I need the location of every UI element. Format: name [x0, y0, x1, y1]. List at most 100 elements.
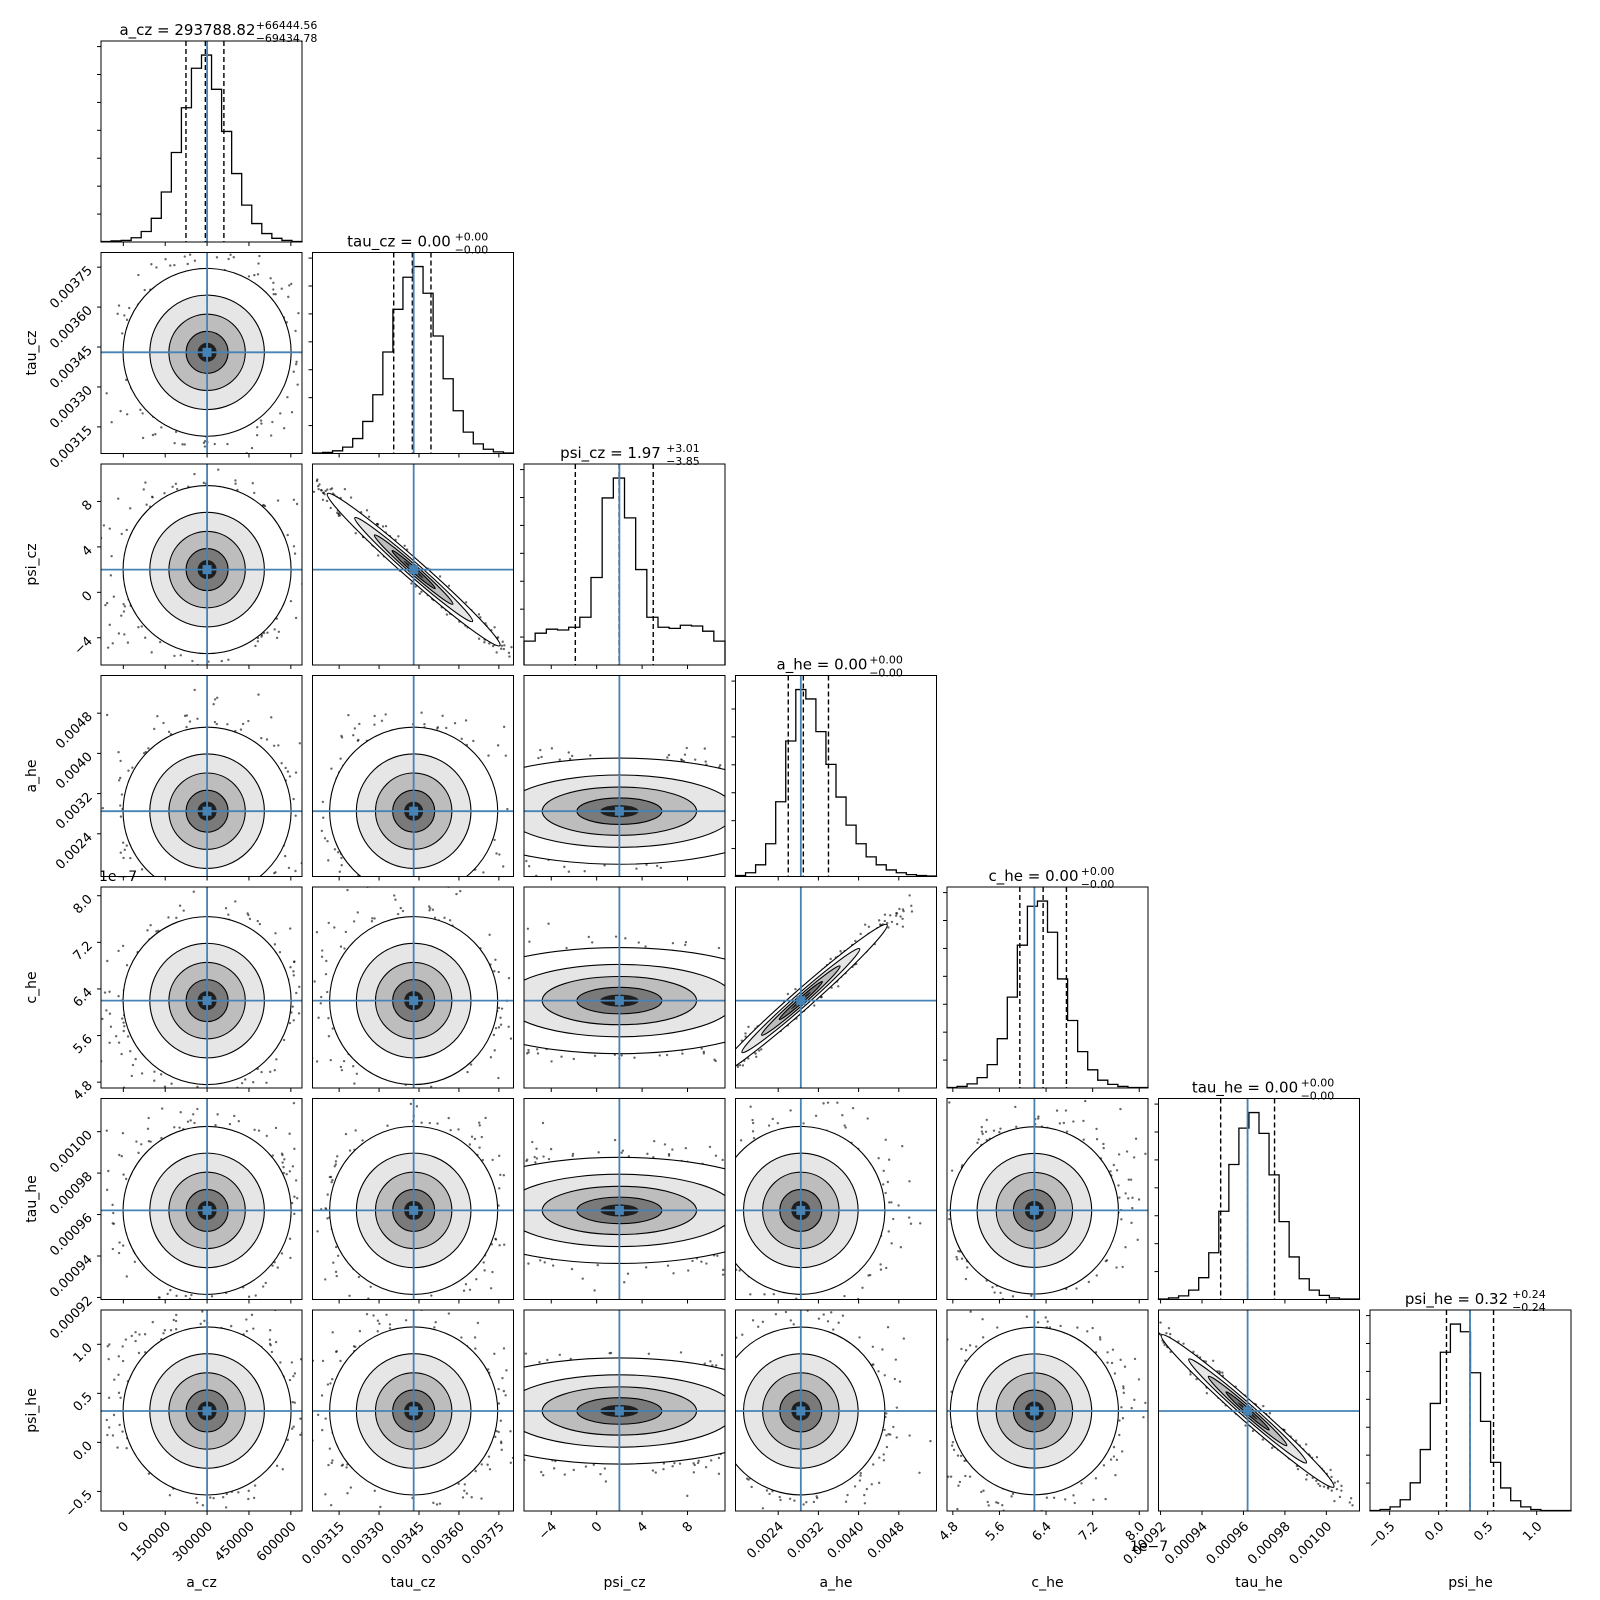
panel-title-sub-psi_he: −0.24 — [1512, 1301, 1546, 1314]
histogram-c_he — [946, 900, 1149, 1089]
ytick-label-c_he-2: 6.4 — [71, 985, 96, 1010]
panel-psi_cz-vs-a_cz: −4 0 4 8 psi_cz — [24, 463, 303, 669]
density-tau_he-vs-tau_cz — [312, 1102, 506, 1300]
ytick-label-tau_he-1: 0.00094 — [47, 1252, 96, 1301]
panel-frame-psi_cz-vs-a_cz — [100, 463, 303, 666]
xtick-label-tau_cz-3: 0.00360 — [419, 1519, 468, 1568]
xtick-label-psi_cz-0: −4 — [536, 1519, 560, 1543]
histogram-psi_cz — [523, 477, 726, 665]
xlabel-tau_he: tau_he — [1235, 1575, 1282, 1591]
panel-title-text-c_he: c_he = 0.00 — [989, 867, 1079, 886]
density-psi_cz-vs-tau_cz — [312, 478, 513, 658]
panel-a_he-vs-a_he — [731, 675, 938, 881]
panel-a_he-vs-psi_cz — [523, 675, 726, 881]
panel-frame-a_he-vs-tau_cz — [312, 675, 514, 877]
panel-psi_he-vs-psi_cz: −4 0 4 8 psi_cz — [523, 1309, 726, 1591]
panel-title-sub-psi_cz: −3.85 — [666, 455, 700, 468]
panel-frame-c_he-vs-a_cz — [100, 886, 303, 1089]
panel-title-sup-c_he: +0.00 — [1081, 865, 1115, 878]
truth-marker-a_he-vs-tau_cz — [409, 806, 419, 816]
panel-title-sub-a_he: −0.00 — [869, 667, 903, 680]
panel-frame-c_he-vs-psi_cz — [523, 886, 726, 1089]
xtick-label-c_he-0: 4.8 — [936, 1519, 961, 1544]
panel-title-text-psi_cz: psi_cz = 1.97 — [560, 444, 661, 463]
truth-marker-c_he-vs-psi_cz — [614, 996, 624, 1006]
ytick-label-psi_cz-3: 8 — [79, 498, 95, 514]
panel-title-psi_he: psi_he = 0.32 +0.24−0.24 — [1405, 1288, 1546, 1314]
panel-title-tau_he: tau_he = 0.00 +0.00−0.00 — [1192, 1077, 1334, 1103]
panel-title-text-tau_he: tau_he = 0.00 — [1192, 1079, 1298, 1098]
panel-title-sup-a_cz: +66444.56 — [256, 19, 318, 32]
panel-frame-psi_cz-vs-psi_cz — [523, 463, 726, 666]
ytick-label-psi_he-0: −0.5 — [63, 1488, 96, 1521]
panel-a_he-vs-tau_cz — [312, 675, 514, 881]
xtick-label-a_cz-2: 300000 — [170, 1519, 216, 1565]
panel-frame-psi_he-vs-a_cz — [100, 1309, 303, 1512]
panel-title-sup-a_he: +0.00 — [869, 654, 903, 667]
panel-title-sup-tau_cz: +0.00 — [455, 231, 489, 244]
panel-title-sub-c_he: −0.00 — [1081, 878, 1115, 891]
panel-tau_he-vs-c_he — [946, 1098, 1149, 1304]
xtick-label-c_he-3: 7.2 — [1076, 1519, 1101, 1544]
panel-frame-c_he-vs-tau_cz — [312, 886, 514, 1089]
ytick-label-tau_cz-4: 0.00375 — [47, 263, 96, 312]
panel-title-sub-tau_cz: −0.00 — [455, 244, 489, 257]
xtick-label-tau_he-2: 0.00096 — [1204, 1519, 1253, 1568]
truth-marker-tau_cz-vs-a_cz — [202, 347, 212, 357]
ylabel-psi_he: psi_he — [24, 1388, 40, 1433]
xtick-label-a_he-1: 0.0032 — [784, 1519, 827, 1562]
panel-frame-psi_he-vs-a_he — [735, 1309, 937, 1512]
ytick-label-psi_he-1: 0.0 — [71, 1439, 96, 1464]
panel-tau_he-vs-tau_he — [1154, 1098, 1361, 1304]
xtick-label-a_cz-3: 450000 — [212, 1519, 258, 1565]
density-a_he-vs-tau_cz — [320, 711, 514, 877]
xtick-label-psi_cz-2: 4 — [634, 1519, 650, 1535]
truth-marker-c_he-vs-tau_cz — [409, 996, 419, 1006]
ytick-label-psi_cz-2: 4 — [79, 543, 95, 559]
panel-title-sup-psi_cz: +3.01 — [666, 442, 700, 455]
panel-frame-tau_he-vs-a_cz — [100, 1098, 303, 1300]
ylabel-tau_cz: tau_cz — [24, 331, 40, 376]
density-tau_he-vs-a_cz — [105, 1101, 299, 1300]
exp-label-y-c_he: 1e−7 — [99, 869, 137, 885]
ytick-label-psi_cz-0: −4 — [72, 634, 96, 658]
xlabel-tau_cz: tau_cz — [391, 1575, 436, 1591]
xtick-label-a_he-0: 0.0024 — [744, 1519, 787, 1562]
panel-title-c_he: c_he = 0.00 +0.00−0.00 — [989, 865, 1115, 891]
xtick-label-a_cz-4: 600000 — [254, 1519, 300, 1565]
panel-tau_he-vs-a_he — [735, 1098, 937, 1304]
xtick-label-tau_cz-2: 0.00345 — [379, 1519, 428, 1568]
panel-title-text-psi_he: psi_he = 0.32 — [1405, 1290, 1508, 1309]
xtick-label-psi_cz-3: 8 — [680, 1519, 696, 1535]
ytick-label-psi_he-2: 0.5 — [71, 1390, 96, 1415]
density-tau_he-vs-c_he — [948, 1099, 1147, 1300]
panel-c_he-vs-tau_cz — [312, 886, 514, 1092]
truth-marker-psi_he-vs-tau_cz — [409, 1406, 419, 1416]
xtick-label-c_he-1: 5.6 — [983, 1519, 1008, 1544]
histogram-psi_he — [1369, 1323, 1572, 1512]
panel-frame-tau_he-vs-tau_he — [1158, 1098, 1360, 1300]
ytick-label-c_he-3: 7.2 — [71, 939, 96, 964]
truth-marker-psi_cz-vs-tau_cz — [409, 565, 419, 575]
xtick-label-tau_cz-0: 0.00315 — [299, 1519, 348, 1568]
panel-frame-psi_he-vs-tau_he — [1158, 1309, 1360, 1512]
truth-marker-tau_he-vs-a_cz — [202, 1205, 212, 1215]
panel-title-sup-tau_he: +0.00 — [1301, 1077, 1335, 1090]
ytick-label-tau_cz-3: 0.00360 — [47, 303, 96, 352]
truth-marker-tau_he-vs-c_he — [1029, 1205, 1039, 1215]
histogram-a_cz — [100, 54, 303, 243]
panel-c_he-vs-a_cz: 4.8 5.6 6.4 7.2 8.0 c_he 1e−7 — [24, 869, 303, 1104]
panel-frame-tau_cz-vs-tau_cz — [312, 252, 514, 454]
ylabel-c_he: c_he — [24, 971, 40, 1003]
panel-frame-tau_he-vs-c_he — [946, 1098, 1149, 1300]
panel-frame-a_cz-vs-a_cz — [100, 40, 303, 243]
ytick-label-tau_cz-1: 0.00330 — [47, 383, 96, 432]
xtick-label-psi_he-2: 0.5 — [1471, 1519, 1496, 1544]
panel-title-sub-a_cz: −69434.78 — [256, 32, 318, 45]
panel-frame-a_he-vs-psi_cz — [523, 675, 726, 877]
truth-marker-psi_he-vs-a_he — [796, 1406, 806, 1416]
panel-title-a_cz: a_cz = 293788.82 +66444.56−69434.78 — [119, 19, 317, 45]
truth-marker-psi_he-vs-a_cz — [202, 1406, 212, 1416]
truth-marker-psi_he-vs-tau_he — [1243, 1406, 1253, 1416]
panel-frame-psi_cz-vs-tau_cz — [312, 463, 514, 666]
